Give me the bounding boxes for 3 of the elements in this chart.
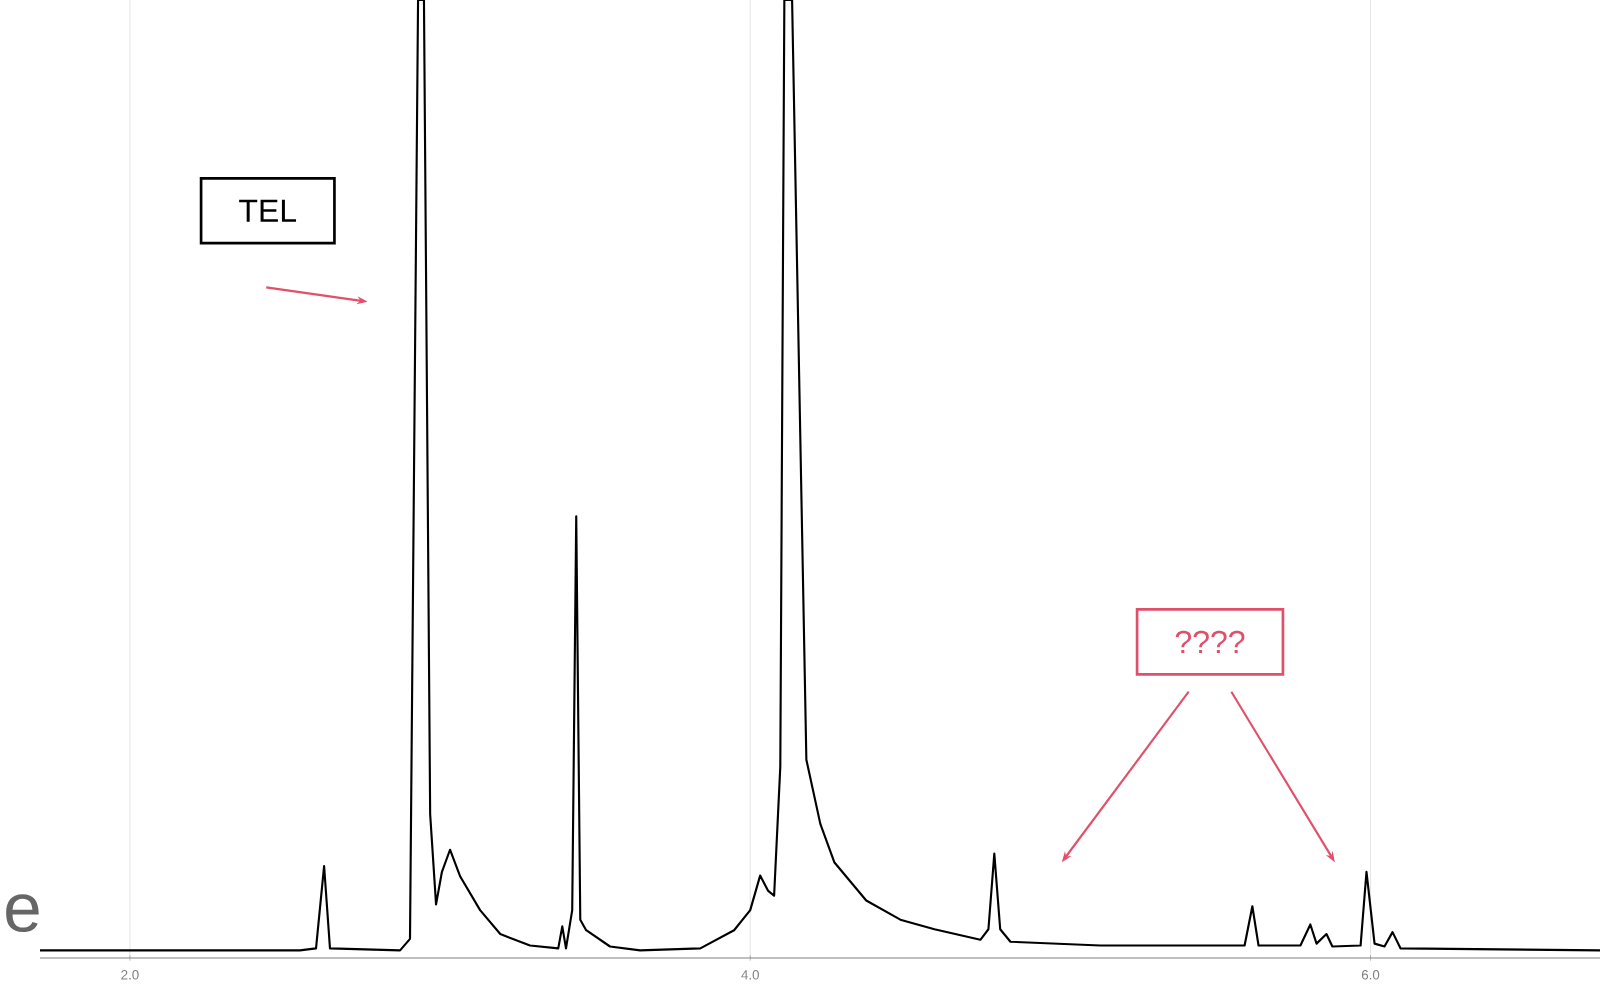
annotation: ???? [1175,630,1245,654]
text: e [6,894,39,933]
annotation: TEL [239,199,297,222]
